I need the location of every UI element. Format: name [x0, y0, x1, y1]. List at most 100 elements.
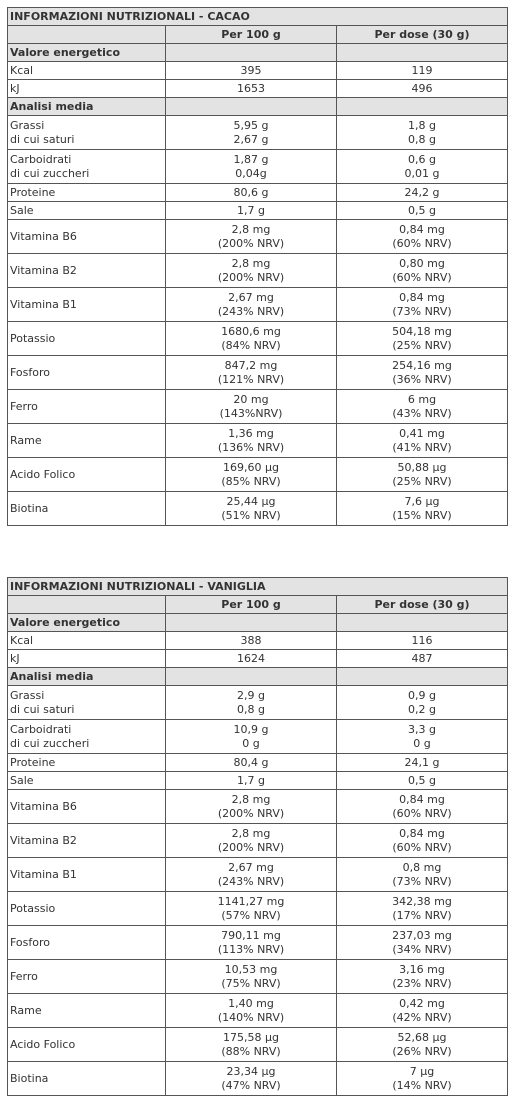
nutrient-label: Acido Folico: [7, 457, 166, 492]
row-ferro: Ferro 20 mg (143%NRV) 6 mg (43% NRV): [7, 389, 509, 424]
value-sub: 0,2 g: [408, 702, 436, 716]
value-amount: 23,34 µg: [226, 1064, 276, 1078]
value-per-100g: 1653: [165, 79, 337, 98]
value-per-dose: 0,84 mg (60% NRV): [335, 823, 509, 858]
value-nrv: (75% NRV): [221, 976, 281, 990]
row-ferro: Ferro 10,53 mg (75% NRV) 3,16 mg (23% NRV): [7, 959, 509, 994]
row-kj: kJ 1653 496: [7, 79, 509, 98]
value-nrv: (25% NRV): [392, 338, 452, 352]
value-nrv: (60% NRV): [392, 270, 452, 284]
value-amount: 169,60 µg: [223, 460, 279, 474]
value-nrv: (121% NRV): [217, 372, 285, 386]
value-per-dose: 24,2 g: [335, 183, 509, 202]
header-empty: [7, 25, 166, 44]
value-nrv: (14% NRV): [392, 1078, 452, 1092]
row-vitamina-b2: Vitamina B2 2,8 mg (200% NRV) 0,80 mg (60% N…: [7, 253, 509, 288]
value-per-100g: 80,4 g: [165, 753, 337, 772]
value-per-100g: 20 mg (143%NRV): [165, 389, 337, 424]
value-per-dose: 487: [335, 649, 509, 668]
value-per-100g: 2,67 mg (243% NRV): [165, 287, 337, 322]
nutrient-label: Vitamina B6: [7, 789, 166, 824]
value-amount: 52,68 µg: [397, 1030, 447, 1044]
value-nrv: (84% NRV): [221, 338, 281, 352]
value-per-dose: 52,68 µg (26% NRV): [335, 1027, 509, 1062]
value-amount: 1,40 mg: [228, 996, 274, 1010]
value-nrv: (200% NRV): [217, 806, 285, 820]
value-amount: 1680,6 mg: [221, 324, 281, 338]
row-biotina: Biotina 25,44 µg (51% NRV) 7,6 µg (15% NRV): [7, 491, 509, 526]
value-per-100g: 2,8 mg (200% NRV): [165, 219, 337, 254]
value-amount: 0,42 mg: [399, 996, 445, 1010]
section-row-analysis: Analisi media: [7, 97, 509, 116]
row-vitamina-b1: Vitamina B1 2,67 mg (243% NRV) 0,84 mg (73% …: [7, 287, 509, 322]
row-acido-folico: Acido Folico 175,58 µg (88% NRV) 52,68 µg (2…: [7, 1027, 509, 1062]
row-potassio: Potassio 1680,6 mg (84% NRV) 504,18 mg (25% …: [7, 321, 509, 356]
value-per-100g: 1141,27 mg (57% NRV): [165, 891, 337, 926]
value-per-dose: 6 mg (43% NRV): [335, 389, 509, 424]
value-per-100g: 1624: [165, 649, 337, 668]
value-nrv: (73% NRV): [392, 304, 452, 318]
value-amount: 2,67 mg: [228, 860, 274, 874]
row-proteine: Proteine 80,6 g 24,2 g: [7, 183, 509, 202]
nutrient-label: Potassio: [7, 891, 166, 926]
value-main: 5,95 g: [233, 118, 269, 132]
value-amount: 254,16 mg: [392, 358, 452, 372]
value-amount: 0,84 mg: [399, 222, 445, 236]
value-nrv: (57% NRV): [221, 908, 281, 922]
value-amount: 2,67 mg: [228, 290, 274, 304]
value-nrv: (36% NRV): [392, 372, 452, 386]
value-amount: 0,8 mg: [402, 860, 442, 874]
value-amount: 847,2 mg: [224, 358, 278, 372]
value-amount: 0,41 mg: [399, 426, 445, 440]
value-nrv: (17% NRV): [392, 908, 452, 922]
table-title-row: INFORMAZIONI NUTRIZIONALI - CACAO: [6, 7, 509, 26]
value-sub: 0,8 g: [237, 702, 265, 716]
value-per-100g: 2,8 mg (200% NRV): [165, 823, 337, 858]
row-kj: kJ 1624 487: [7, 649, 509, 668]
column-header-row: Per 100 g Per dose (30 g): [7, 25, 509, 44]
nutrient-label: Vitamina B6: [7, 219, 166, 254]
value-nrv: (243% NRV): [217, 304, 285, 318]
nutrient-label: Vitamina B1: [7, 857, 166, 892]
value-amount: 504,18 mg: [392, 324, 452, 338]
nutrient-label: Carboidrati di cui zuccheri: [7, 149, 166, 184]
nutrient-label: Potassio: [7, 321, 166, 356]
value-amount: 7 µg: [409, 1064, 435, 1078]
section-row-energy: Valore energetico: [7, 43, 509, 62]
value-per-100g: 388: [165, 631, 337, 650]
value-nrv: (200% NRV): [217, 236, 285, 250]
value-nrv: (60% NRV): [392, 236, 452, 250]
row-fosforo: Fosforo 790,11 mg (113% NRV) 237,03 mg (34% …: [7, 925, 509, 960]
value-amount: 0,80 mg: [399, 256, 445, 270]
value-amount: 1141,27 mg: [217, 894, 285, 908]
value-per-dose: 3,16 mg (23% NRV): [335, 959, 509, 994]
table-title: INFORMAZIONI NUTRIZIONALI - CACAO: [6, 7, 509, 26]
row-fosforo: Fosforo 847,2 mg (121% NRV) 254,16 mg (36% N…: [7, 355, 509, 390]
value-per-100g: 5,95 g 2,67 g: [165, 115, 337, 150]
value-sub: 0,04g: [235, 166, 267, 180]
value-per-dose: 116: [335, 631, 509, 650]
nutrient-label: Ferro: [7, 389, 166, 424]
value-per-100g: 847,2 mg (121% NRV): [165, 355, 337, 390]
value-nrv: (26% NRV): [392, 1044, 452, 1058]
value-main: 3,3 g: [408, 722, 436, 736]
value-per-100g: 1,36 mg (136% NRV): [165, 423, 337, 458]
value-amount: 3,16 mg: [399, 962, 445, 976]
value-per-100g: 2,8 mg (200% NRV): [165, 253, 337, 288]
nutrient-label: Vitamina B2: [7, 253, 166, 288]
nutrient-label: Rame: [7, 423, 166, 458]
value-nrv: (23% NRV): [392, 976, 452, 990]
row-proteine: Proteine 80,4 g 24,1 g: [7, 753, 509, 772]
value-per-100g: 80,6 g: [165, 183, 337, 202]
nutrient-label: Rame: [7, 993, 166, 1028]
value-amount: 175,58 µg: [223, 1030, 279, 1044]
row-vitamina-b2: Vitamina B2 2,8 mg (200% NRV) 0,84 mg (60% N…: [7, 823, 509, 858]
section-label: Analisi media: [7, 667, 166, 686]
nutrient-label: Sale: [7, 771, 166, 790]
nutrient-label: Proteine: [7, 753, 166, 772]
value-per-100g: 169,60 µg (85% NRV): [165, 457, 337, 492]
nutrient-label: Kcal: [7, 61, 166, 80]
value-per-100g: 2,8 mg (200% NRV): [165, 789, 337, 824]
